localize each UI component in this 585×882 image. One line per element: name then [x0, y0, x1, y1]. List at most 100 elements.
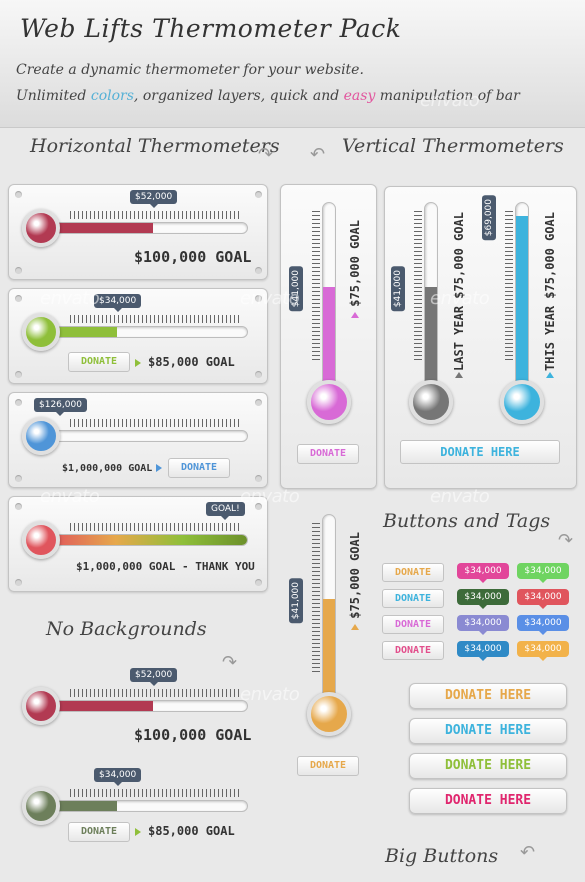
watermark: envato — [420, 90, 480, 111]
feature-text-1: Unlimited — [16, 88, 91, 104]
thermometer-bulb — [22, 313, 60, 351]
thermometer-bulb — [22, 209, 60, 247]
thermometer-ticks — [70, 211, 240, 219]
goal-label: $100,000 GOAL — [134, 726, 252, 744]
thermometer-tube — [515, 202, 529, 392]
up-arrow-icon — [455, 372, 463, 378]
thermometer-tube — [48, 700, 248, 712]
play-arrow-icon — [135, 828, 141, 836]
goal-label: $85,000 GOAL — [148, 355, 235, 369]
small-donate-button[interactable]: DONATE — [382, 615, 444, 634]
big-donate-button[interactable]: DONATE HERE — [409, 683, 567, 709]
feature-line: Unlimited colors, organized layers, quic… — [16, 88, 520, 104]
goal-label: $85,000 GOAL — [148, 824, 235, 838]
curved-arrow-icon: ↶ — [520, 842, 536, 863]
feature-colors: colors — [90, 88, 134, 104]
donate-here-button[interactable]: DONATE HERE — [400, 440, 560, 464]
donate-button[interactable]: DONATE — [168, 458, 230, 478]
value-tag: $69,000 — [482, 195, 496, 241]
section-title-buttons-tags: Buttons and Tags — [383, 510, 551, 532]
price-tag: $34,000 — [457, 641, 509, 661]
big-donate-button[interactable]: DONATE HERE — [409, 718, 567, 744]
thermometer-fill — [516, 216, 528, 391]
thermometer-ticks — [70, 419, 240, 427]
watermark: envato — [240, 288, 300, 309]
thermometer-ticks — [312, 522, 320, 672]
thermometer-fill — [49, 327, 117, 337]
watermark: envato — [430, 486, 490, 507]
goal-label: $1,000,000 GOAL — [62, 463, 153, 474]
thermometer-fill — [323, 598, 335, 703]
thermometer-fill — [49, 223, 153, 233]
card-screw-icon — [255, 191, 262, 198]
section-title-no-backgrounds: No Backgrounds — [46, 618, 207, 640]
thermometer-tube — [48, 222, 248, 234]
goal-label: $75,000 GOAL — [348, 220, 362, 307]
thermometer-tube — [48, 534, 248, 546]
section-title-horizontal: Horizontal Thermometers — [30, 135, 280, 157]
value-tag: $41,000 — [391, 265, 405, 311]
curved-arrow-icon: ↶ — [310, 144, 326, 165]
goal-label: $100,000 GOAL — [134, 248, 252, 266]
watermark: envato — [240, 684, 300, 705]
value-tag: $34,000 — [94, 768, 142, 786]
goal-label: THIS YEAR $75,000 GOAL — [543, 212, 557, 371]
donate-button[interactable]: DONATE — [297, 756, 359, 776]
small-donate-button[interactable]: DONATE — [382, 641, 444, 660]
thermometer-ticks — [70, 789, 240, 797]
value-tag: $126,000 — [34, 398, 87, 416]
thermometer-tube — [424, 202, 438, 392]
price-tag: $34,000 — [517, 563, 569, 583]
card-screw-icon — [255, 371, 262, 378]
up-arrow-icon — [546, 372, 554, 378]
thermometer-tube — [322, 514, 336, 704]
card-screw-icon — [15, 399, 22, 406]
watermark: envato — [240, 486, 300, 507]
donate-button[interactable]: DONATE — [297, 444, 359, 464]
thermometer-bulb — [409, 380, 453, 424]
watermark: envato — [40, 288, 100, 309]
thermometer-fill — [49, 535, 247, 545]
watermark: envato — [430, 288, 490, 309]
thermometer-fill — [49, 801, 117, 811]
page-subtitle: Create a dynamic thermometer for your we… — [16, 62, 364, 78]
thermometer-ticks — [70, 523, 240, 531]
section-title-vertical: Vertical Thermometers — [342, 135, 564, 157]
thermometer-tube — [48, 326, 248, 338]
thermometer-tube — [322, 202, 336, 392]
card-screw-icon — [255, 295, 262, 302]
thermometer-tube — [48, 800, 248, 812]
small-donate-button[interactable]: DONATE — [382, 589, 444, 608]
page-title: Web Lifts Thermometer Pack — [20, 14, 402, 43]
price-tag: $34,000 — [517, 641, 569, 661]
donate-button[interactable]: DONATE — [68, 352, 130, 372]
value-tag: $52,000 — [130, 190, 178, 208]
goal-label: $1,000,000 GOAL - THANK YOU — [76, 560, 255, 573]
card-screw-icon — [15, 371, 22, 378]
header-banner — [0, 0, 585, 128]
up-arrow-icon — [351, 312, 359, 318]
thermometer-ticks — [70, 315, 240, 323]
thermometer-bulb — [307, 380, 351, 424]
price-tag: $34,000 — [517, 615, 569, 635]
feature-easy: easy — [343, 88, 376, 104]
card-screw-icon — [15, 475, 22, 482]
card-screw-icon — [255, 579, 262, 586]
section-title-big-buttons: Big Buttons — [385, 845, 499, 867]
watermark: envato — [40, 486, 100, 507]
card-screw-icon — [255, 267, 262, 274]
big-donate-button[interactable]: DONATE HERE — [409, 753, 567, 779]
value-tag: $34,000 — [94, 294, 142, 312]
play-arrow-icon — [156, 464, 162, 472]
thermometer-fill — [425, 286, 437, 391]
curved-arrow-icon: ↷ — [558, 530, 574, 551]
small-donate-button[interactable]: DONATE — [382, 563, 444, 582]
feature-text-3: manipulation of bar — [375, 88, 520, 104]
card-screw-icon — [255, 399, 262, 406]
thermometer-bulb — [500, 380, 544, 424]
price-tag: $34,000 — [457, 563, 509, 583]
thermometer-ticks — [312, 210, 320, 360]
thermometer-fill — [49, 701, 153, 711]
big-donate-button[interactable]: DONATE HERE — [409, 788, 567, 814]
donate-button[interactable]: DONATE — [68, 822, 130, 842]
